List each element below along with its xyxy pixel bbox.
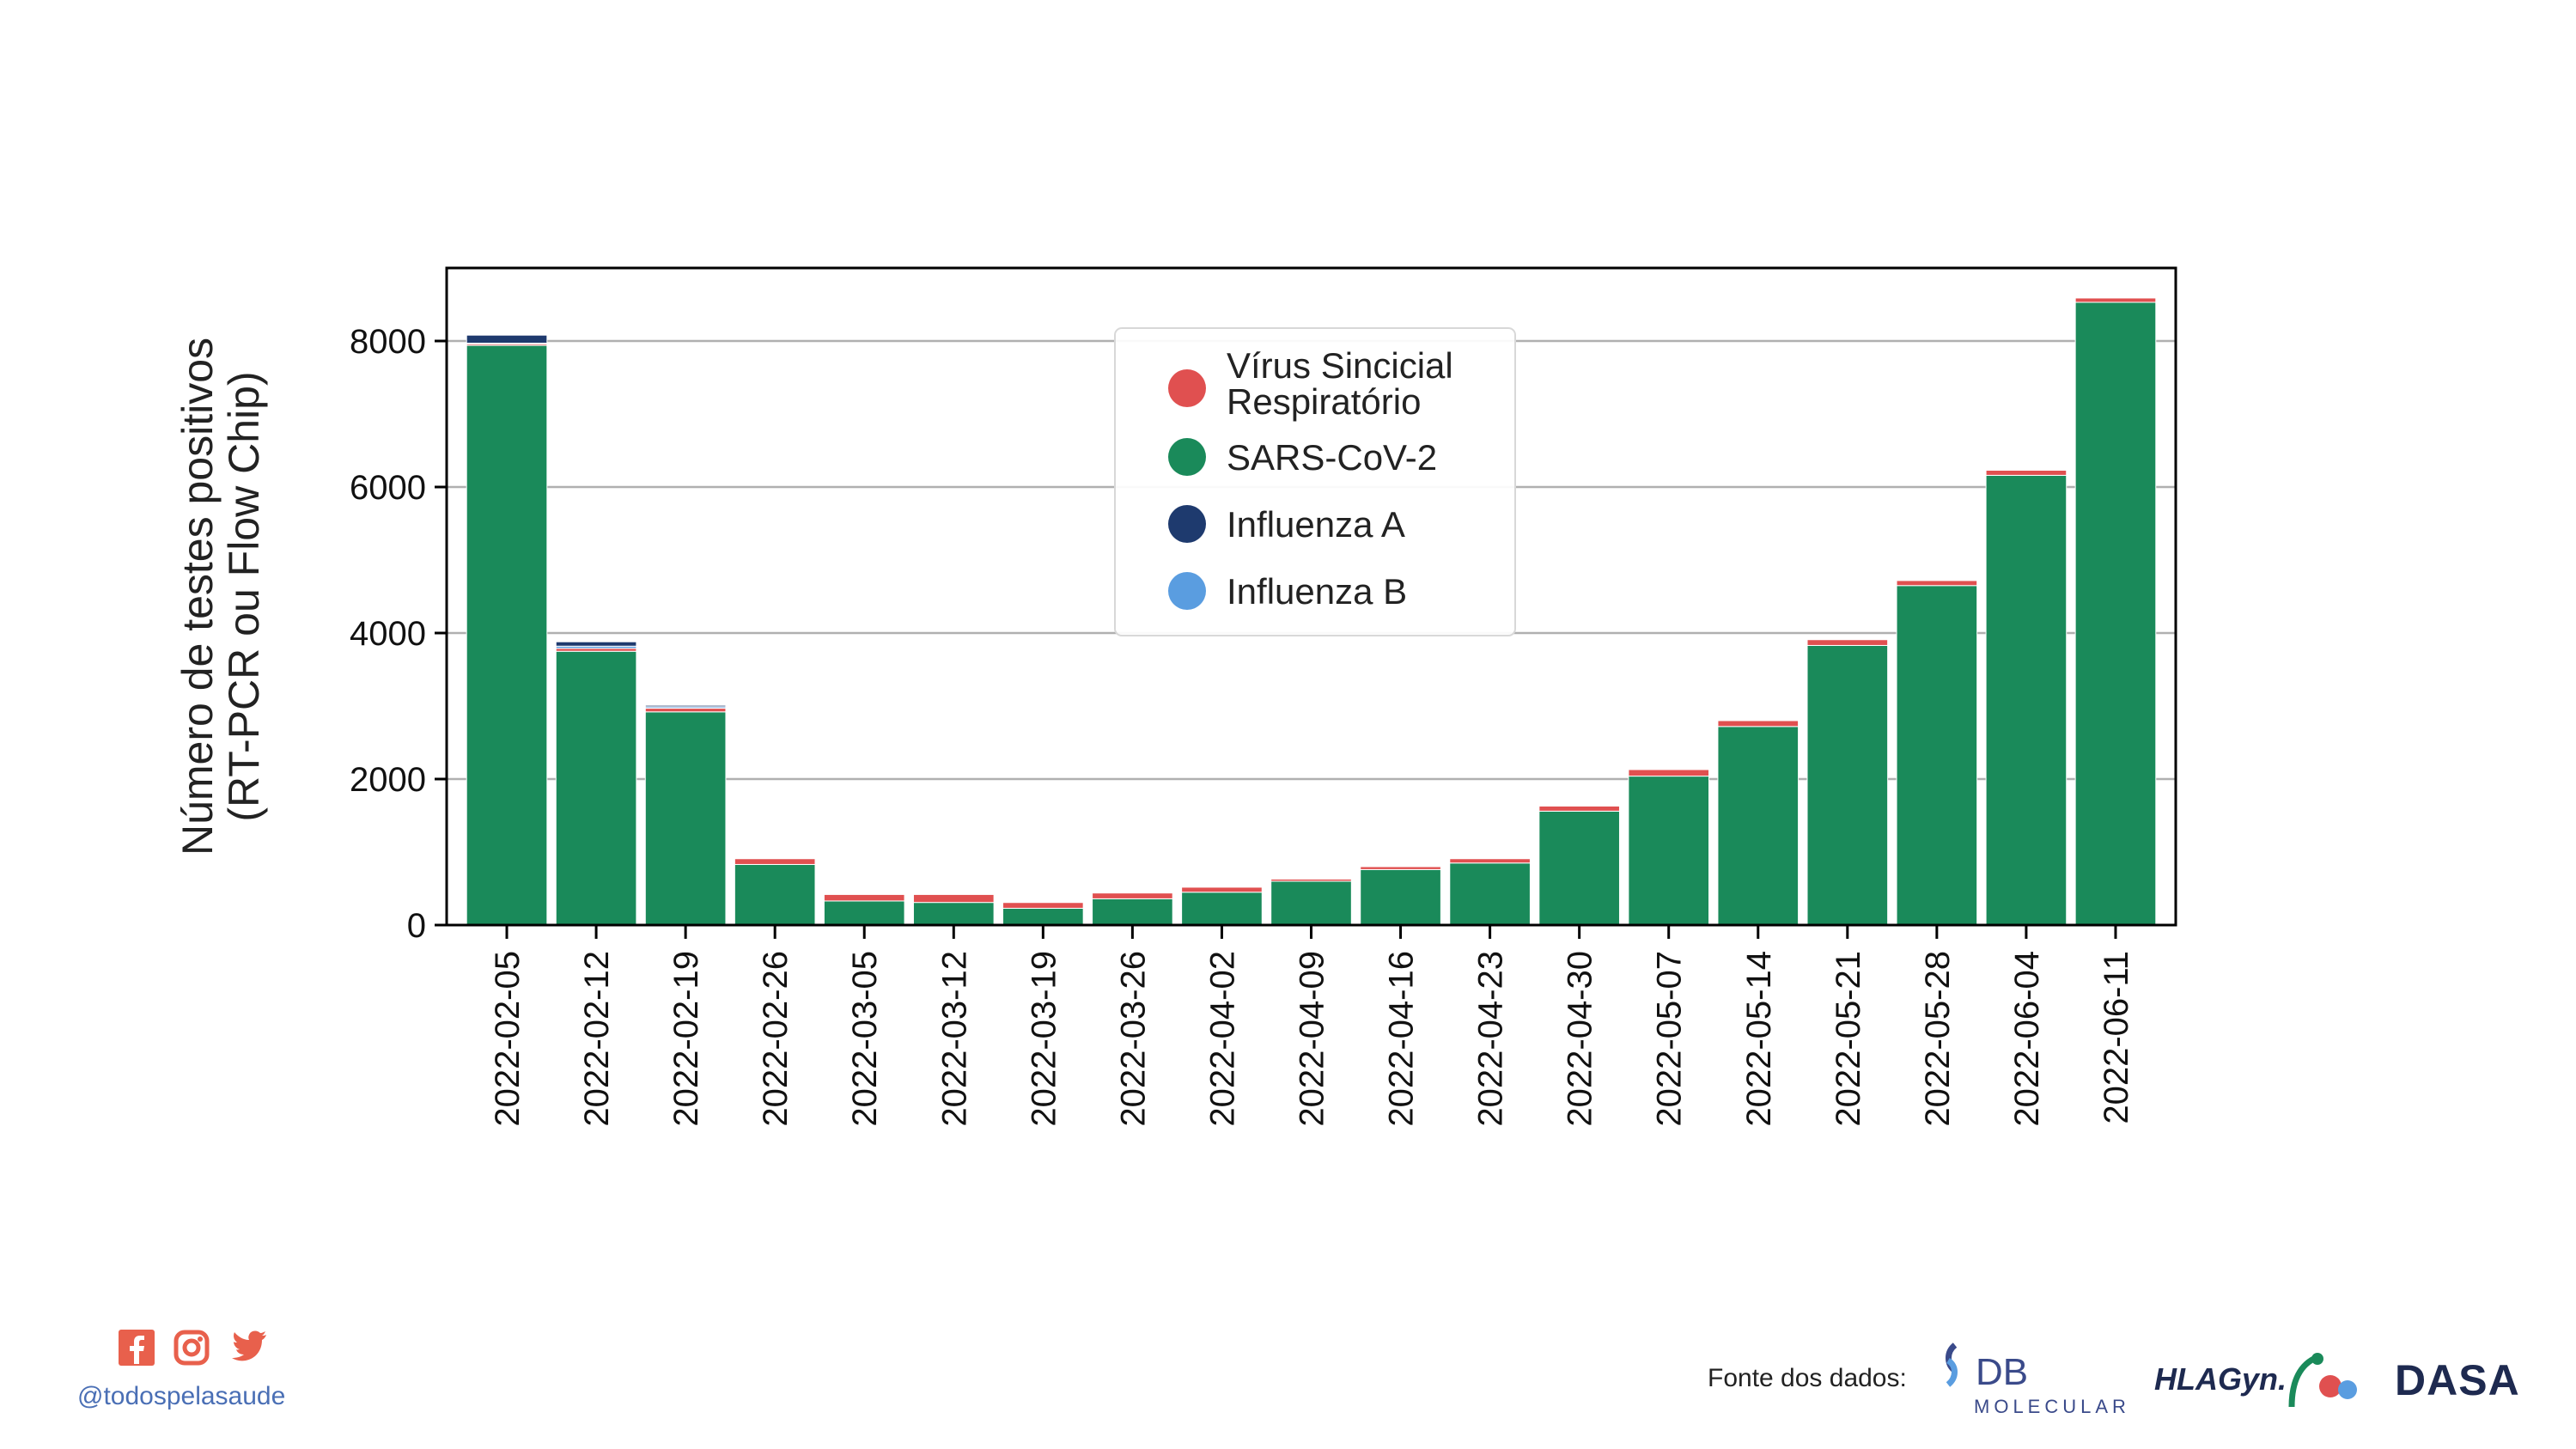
x-tick-label: 2022-03-12 [935, 951, 973, 1127]
source-label: Fonte dos dados: [1708, 1364, 1907, 1392]
bar-2022-04-02-v-rus-sincicial-respirat-rio [1181, 886, 1263, 893]
bar-2022-06-11-sars-cov-2 [2074, 301, 2157, 926]
x-tick-label: 2022-02-26 [757, 951, 795, 1127]
legend-label: SARS-CoV-2 [1227, 437, 1437, 478]
x-tick-label: 2022-03-05 [846, 951, 884, 1127]
bar-2022-05-21-sars-cov-2 [1806, 644, 1889, 926]
x-axis: 2022-02-05 2022-02-12 2022-02-19 2022-02-26… [489, 925, 2135, 1127]
bar-2022-03-26-sars-cov-2 [1092, 898, 1173, 926]
bar-2022-04-30-sars-cov-2 [1538, 810, 1620, 926]
y-tick-label: 2000 [350, 761, 426, 799]
bar-2022-04-30-v-rus-sincicial-respirat-rio [1538, 805, 1620, 812]
bar-2022-04-23-sars-cov-2 [1449, 862, 1531, 926]
bar-2022-03-05-v-rus-sincicial-respirat-rio [823, 893, 905, 902]
x-tick-label: 2022-04-16 [1383, 951, 1421, 1127]
bar-2022-05-07-v-rus-sincicial-respirat-rio [1628, 769, 1710, 777]
x-tick-label: 2022-06-04 [2008, 951, 2046, 1127]
x-tick-label: 2022-03-19 [1025, 951, 1063, 1127]
bar-2022-02-12-sars-cov-2 [555, 650, 637, 926]
bar-2022-05-07-sars-cov-2 [1628, 776, 1710, 926]
bar-2022-02-12-influenza-a [555, 641, 637, 647]
social-block: @todospelasaude [77, 1330, 335, 1411]
hlagyn-logo: HLAGyn. [2154, 1347, 2360, 1420]
x-tick-label: 2022-02-05 [489, 951, 527, 1127]
hlagyn-logo-text: HLAGyn. [2154, 1361, 2287, 1397]
legend-label: Influenza A [1227, 504, 1405, 545]
bar-2022-03-19-sars-cov-2 [1002, 907, 1084, 926]
bar-2022-06-11-v-rus-sincicial-respirat-rio [2074, 297, 2157, 303]
legend-label: Vírus Sincicial [1227, 345, 1453, 386]
instagram-icon[interactable] [174, 1330, 210, 1370]
bar-2022-05-28-v-rus-sincicial-respirat-rio [1896, 580, 1978, 587]
x-tick-label: 2022-05-28 [1919, 951, 1957, 1127]
bar-2022-04-09-sars-cov-2 [1270, 880, 1352, 926]
bar-2022-02-26-sars-cov-2 [734, 863, 816, 926]
bar-2022-06-04-v-rus-sincicial-respirat-rio [1985, 469, 2067, 476]
legend-marker [1168, 438, 1206, 476]
x-tick-label: 2022-02-12 [578, 951, 616, 1127]
bar-2022-04-16-sars-cov-2 [1360, 868, 1441, 926]
bar-2022-06-04-sars-cov-2 [1985, 474, 2067, 926]
bar-2022-02-12-v-rus-sincicial-respirat-rio [555, 648, 637, 652]
x-tick-label: 2022-04-09 [1294, 951, 1331, 1127]
y-tick-label: 6000 [350, 469, 426, 507]
y-axis-label-line: Número de testes positivos [174, 338, 222, 855]
bar-2022-04-16-v-rus-sincicial-respirat-rio [1360, 866, 1441, 870]
db-molecular-logo: DB MOLECULAR [1943, 1340, 2132, 1422]
y-axis: 0 2000 4000 6000 8000 [350, 323, 447, 945]
legend-label: Influenza B [1227, 571, 1407, 612]
x-tick-label: 2022-03-26 [1114, 951, 1152, 1127]
dasa-logo-text: DASA [2395, 1356, 2520, 1404]
legend-box [1114, 327, 1516, 636]
x-tick-label: 2022-04-23 [1472, 951, 1510, 1127]
bar-2022-02-05-influenza-a [466, 334, 548, 344]
bar-2022-02-19-v-rus-sincicial-respirat-rio [644, 708, 727, 713]
legend-marker [1168, 505, 1206, 543]
bar-2022-03-12-sars-cov-2 [912, 902, 995, 926]
x-tick-label: 2022-05-07 [1651, 951, 1689, 1127]
y-tick-label: 0 [407, 907, 426, 945]
bar-2022-04-02-sars-cov-2 [1181, 892, 1263, 926]
x-tick-label: 2022-05-14 [1740, 951, 1778, 1127]
x-tick-label: 2022-04-02 [1203, 951, 1241, 1127]
y-axis-label: Número de testes positivos(RT-PCR ou Flo… [174, 338, 268, 855]
bar-2022-02-05-sars-cov-2 [466, 344, 548, 926]
twitter-icon[interactable] [228, 1330, 268, 1370]
bar-2022-05-14-sars-cov-2 [1717, 726, 1800, 926]
bars [466, 296, 2157, 926]
db-logo-subtext: MOLECULAR [1974, 1396, 2130, 1417]
bar-2022-05-28-sars-cov-2 [1896, 585, 1978, 926]
bar-2022-02-26-v-rus-sincicial-respirat-rio [734, 858, 816, 865]
legend-marker [1168, 572, 1206, 610]
x-tick-label: 2022-02-19 [667, 951, 705, 1127]
db-logo-text: DB [1976, 1351, 2028, 1393]
bar-2022-03-05-sars-cov-2 [823, 900, 905, 926]
bar-2022-04-23-v-rus-sincicial-respirat-rio [1449, 858, 1531, 864]
bar-2022-05-21-v-rus-sincicial-respirat-rio [1806, 639, 1889, 646]
bar-2022-05-14-v-rus-sincicial-respirat-rio [1717, 720, 1800, 728]
bar-2022-02-26-influenza-a [734, 856, 816, 859]
bar-2022-03-26-v-rus-sincicial-respirat-rio [1092, 892, 1173, 899]
y-tick-label: 8000 [350, 323, 426, 361]
dasa-logo: DASA [2395, 1355, 2532, 1411]
x-tick-label: 2022-05-21 [1830, 951, 1867, 1127]
bar-2022-03-19-v-rus-sincicial-respirat-rio [1002, 902, 1084, 909]
facebook-icon[interactable] [119, 1330, 155, 1370]
y-tick-label: 4000 [350, 615, 426, 653]
legend-marker [1168, 369, 1206, 407]
x-tick-label: 2022-04-30 [1562, 951, 1599, 1127]
bar-2022-02-19-influenza-a [644, 704, 727, 708]
social-handle[interactable]: @todospelasaude [77, 1382, 286, 1410]
legend-label: Respiratório [1227, 381, 1421, 422]
bar-2022-02-19-sars-cov-2 [644, 711, 727, 926]
x-tick-label: 2022-06-11 [2098, 951, 2135, 1124]
bar-2022-03-12-v-rus-sincicial-respirat-rio [912, 893, 995, 904]
y-axis-label-line: (RT-PCR ou Flow Chip) [220, 371, 268, 821]
